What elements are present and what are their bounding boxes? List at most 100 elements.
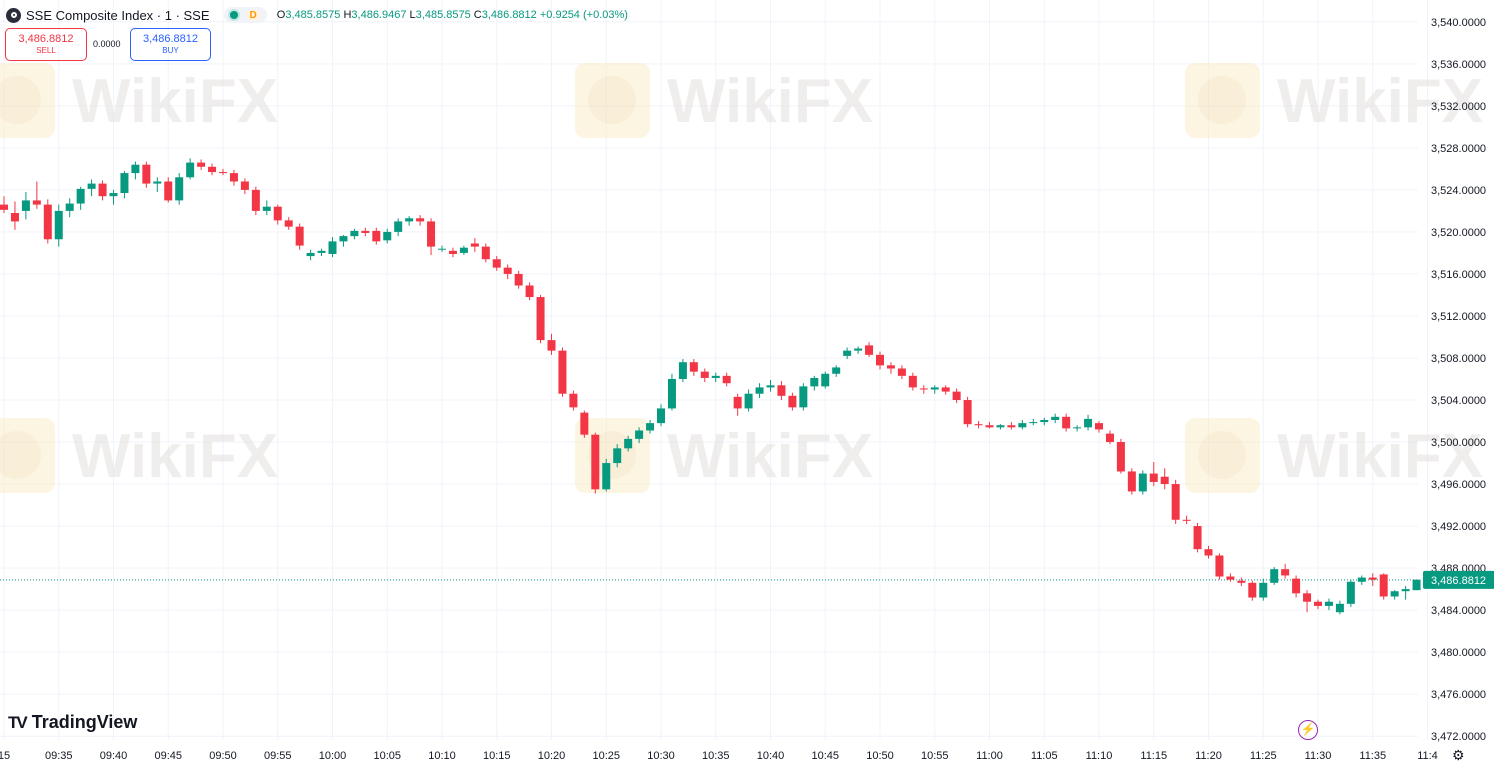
candle-body bbox=[1379, 574, 1388, 597]
candle bbox=[87, 179, 96, 197]
time-tick-label: 10:30 bbox=[647, 750, 675, 762]
candle bbox=[525, 282, 534, 301]
wikifx-watermark-emblem bbox=[1198, 76, 1246, 124]
lightning-icon[interactable]: ⚡ bbox=[1298, 720, 1318, 740]
candle-body bbox=[547, 340, 556, 351]
candle bbox=[1270, 567, 1279, 585]
candle-body bbox=[1270, 569, 1279, 583]
candle bbox=[810, 375, 819, 391]
candle bbox=[240, 178, 249, 195]
time-tick-label: 10:50 bbox=[866, 750, 894, 762]
candle bbox=[43, 199, 52, 244]
time-tick-label: 09:45 bbox=[154, 750, 182, 762]
candle bbox=[405, 216, 414, 226]
candle-body bbox=[470, 243, 479, 247]
candle-body bbox=[996, 425, 1005, 428]
candle-body bbox=[1127, 471, 1136, 492]
time-axis[interactable]: 15 09:35 09:40 09:45 09:50 09:55 10:00 10:05 10:… bbox=[0, 750, 1438, 762]
close-key: C bbox=[473, 9, 482, 21]
candle bbox=[32, 181, 41, 209]
time-tick-label: 09:55 bbox=[264, 750, 292, 762]
candle bbox=[284, 217, 293, 230]
candle bbox=[54, 204, 63, 247]
wikifx-watermark-emblem bbox=[588, 76, 636, 124]
sell-button[interactable]: 3,486.8812 SELL bbox=[5, 28, 87, 61]
candle bbox=[229, 169, 238, 186]
time-tick-label: 10:55 bbox=[921, 750, 949, 762]
candle bbox=[755, 383, 764, 398]
candle bbox=[657, 404, 665, 427]
candle bbox=[1335, 600, 1344, 615]
candle bbox=[1193, 522, 1202, 553]
candle bbox=[142, 161, 151, 188]
candle bbox=[1292, 575, 1301, 598]
candle bbox=[1237, 577, 1246, 586]
candle-body bbox=[733, 396, 742, 409]
candle-body bbox=[459, 247, 468, 253]
candle-body bbox=[876, 354, 884, 366]
candle-body bbox=[1390, 591, 1399, 597]
chart-grid bbox=[0, 0, 1428, 740]
candle-body bbox=[624, 438, 633, 449]
candle-body bbox=[109, 193, 118, 197]
buy-label: BUY bbox=[162, 46, 179, 55]
status-pill[interactable]: D bbox=[223, 7, 267, 23]
candle-body bbox=[678, 362, 687, 379]
candle-body bbox=[843, 350, 852, 356]
candle bbox=[120, 170, 129, 199]
candle-body bbox=[1248, 582, 1257, 598]
candle-body bbox=[481, 246, 490, 260]
candle bbox=[854, 346, 863, 354]
symbol-title[interactable]: SSE Composite Index · 1 · SSE bbox=[26, 7, 210, 23]
candle bbox=[10, 201, 19, 230]
time-tick-label: 11:25 bbox=[1250, 750, 1277, 762]
candle-body bbox=[635, 430, 644, 439]
candle-body bbox=[175, 177, 184, 201]
wikifx-watermark-text: WikiFX bbox=[72, 67, 278, 136]
candle bbox=[427, 218, 436, 256]
wikifx-watermark-text: WikiFX bbox=[667, 422, 873, 491]
candle bbox=[186, 158, 195, 180]
tradingview-logo[interactable]: TV TradingView bbox=[8, 712, 137, 733]
price-tick-label: 3,476.0000 bbox=[1431, 689, 1486, 701]
price-tick-label: 3,500.0000 bbox=[1431, 437, 1486, 449]
last-price-tag-label: 3,486.8812 bbox=[1431, 575, 1486, 587]
time-tick-label: 10:45 bbox=[811, 750, 839, 762]
gear-icon[interactable]: ⚙ bbox=[1452, 747, 1465, 763]
wikifx-watermark-text: WikiFX bbox=[72, 422, 278, 491]
candle-body bbox=[448, 250, 457, 254]
candle-body bbox=[525, 285, 534, 298]
candle bbox=[865, 342, 874, 357]
time-tick-label: 09:35 bbox=[45, 750, 73, 762]
candle bbox=[1040, 417, 1049, 426]
candle-body bbox=[854, 348, 863, 351]
open-value: 3,485.8575 bbox=[285, 9, 341, 21]
candle-body bbox=[142, 164, 151, 184]
candle bbox=[21, 191, 30, 220]
candle-body bbox=[711, 375, 720, 378]
time-tick-label: 10:00 bbox=[319, 750, 347, 762]
tradingview-wordmark: TradingView bbox=[31, 712, 138, 732]
time-tick-label: 11:4 bbox=[1417, 750, 1438, 762]
candle bbox=[251, 186, 260, 216]
candle-body bbox=[985, 425, 994, 428]
time-tick-label: 11:10 bbox=[1086, 750, 1113, 762]
candle-body bbox=[120, 173, 129, 194]
candle bbox=[1357, 575, 1366, 585]
candle bbox=[711, 372, 720, 383]
candle bbox=[1127, 468, 1136, 495]
high-value: 3,486.9467 bbox=[351, 9, 407, 21]
candle bbox=[876, 351, 884, 370]
price-tick-label: 3,492.0000 bbox=[1431, 521, 1486, 533]
time-tick-label: 11:30 bbox=[1305, 750, 1332, 762]
wikifx-watermark: WikiFX bbox=[1185, 418, 1483, 493]
candle-body bbox=[306, 252, 315, 257]
candle-body bbox=[240, 181, 249, 190]
candle bbox=[536, 294, 545, 344]
candle-body bbox=[76, 188, 85, 204]
time-tick-label: 10:10 bbox=[428, 750, 456, 762]
price-tick-label: 3,524.0000 bbox=[1431, 185, 1486, 197]
buy-button[interactable]: 3,486.8812 BUY bbox=[130, 28, 211, 61]
candle bbox=[383, 228, 392, 244]
